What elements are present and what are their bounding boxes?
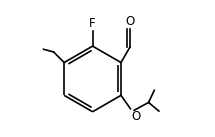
Text: O: O: [125, 15, 135, 28]
Text: O: O: [131, 109, 140, 122]
Text: F: F: [89, 18, 96, 30]
